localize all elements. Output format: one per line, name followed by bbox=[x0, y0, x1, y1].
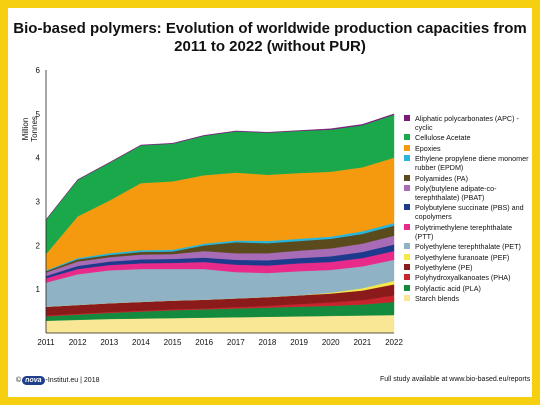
legend-swatch bbox=[404, 144, 410, 151]
legend-label: Epoxies bbox=[415, 143, 441, 153]
legend-item: Polybutylene succinate (PBS) and copolym… bbox=[404, 203, 532, 221]
legend-swatch bbox=[404, 274, 410, 281]
legend-label: Polyethylene terephthalate (PET) bbox=[415, 242, 521, 252]
x-tick-label-2022: 2022 bbox=[385, 338, 403, 347]
legend-label: Cellulose Acetate bbox=[415, 133, 471, 143]
x-tick-label-2012: 2012 bbox=[69, 338, 87, 347]
x-tick-label-2020: 2020 bbox=[322, 338, 340, 347]
legend-swatch bbox=[404, 204, 410, 211]
legend-item: Ethylene propylene diene monomer rubber … bbox=[404, 154, 532, 172]
x-tick-label-2015: 2015 bbox=[164, 338, 182, 347]
copyright-mark: © bbox=[16, 377, 22, 384]
legend-label: Poly(butylene adipate-co-terephthalate) … bbox=[415, 183, 497, 202]
x-tick-label-2021: 2021 bbox=[353, 338, 371, 347]
x-tick-label-2017: 2017 bbox=[227, 338, 245, 347]
legend-label: Polybutylene succinate (PBS) and copolym… bbox=[415, 203, 524, 222]
legend-swatch bbox=[404, 155, 410, 162]
y-tick-label-4: 4 bbox=[36, 154, 41, 163]
y-tick-label-2: 2 bbox=[36, 241, 41, 250]
footer-study-link: Full study available at www.bio-based.eu… bbox=[380, 376, 531, 383]
legend-swatch bbox=[404, 253, 410, 260]
y-tick-label-3: 3 bbox=[36, 198, 41, 207]
legend-swatch bbox=[404, 295, 410, 302]
x-tick-label-2014: 2014 bbox=[132, 338, 150, 347]
legend-label: Aliphatic polycarbonates (APC) - cyclic bbox=[415, 114, 519, 132]
area-series-13 bbox=[45, 113, 395, 221]
x-tick-label-2018: 2018 bbox=[259, 338, 277, 347]
chart-card: Bio-based polymers: Evolution of worldwi… bbox=[8, 8, 532, 397]
legend-label: Polytrimethylene terephthalate (PTT) bbox=[415, 222, 513, 241]
y-tick-label-6: 6 bbox=[36, 66, 41, 75]
legend-label: Polyethylene furanoate (PEF) bbox=[415, 252, 510, 262]
legend-label: Polyethylene (PE) bbox=[415, 262, 473, 272]
footer-left: © nova -Institut.eu | 2018 bbox=[16, 376, 99, 385]
legend-label: Polylactic acid (PLA) bbox=[415, 283, 481, 293]
chart-title: Bio-based polymers: Evolution of worldwi… bbox=[13, 20, 527, 55]
legend-item: Polyamides (PA) bbox=[404, 174, 532, 183]
legend-label: Polyhydroxyalkanoates (PHA) bbox=[415, 273, 511, 283]
y-tick-label-5: 5 bbox=[36, 110, 41, 119]
legend-label: Polyamides (PA) bbox=[415, 173, 468, 183]
legend-item: Poly(butylene adipate-co-terephthalate) … bbox=[404, 184, 532, 202]
legend-swatch bbox=[404, 263, 410, 270]
legend-swatch bbox=[404, 174, 410, 181]
legend-item: Cellulose Acetate bbox=[404, 133, 532, 142]
x-tick-label-2011: 2011 bbox=[37, 338, 55, 347]
legend-swatch bbox=[404, 115, 410, 121]
legend-item: Starch blends bbox=[404, 294, 532, 303]
footer-credit: -Institut.eu | 2018 bbox=[45, 377, 100, 384]
legend-item: Polyethylene furanoate (PEF) bbox=[404, 253, 532, 262]
legend-item: Polyethylene terephthalate (PET) bbox=[404, 242, 532, 251]
nova-logo: nova bbox=[22, 376, 45, 385]
legend-item: Polyhydroxyalkanoates (PHA) bbox=[404, 273, 532, 282]
legend-swatch bbox=[404, 184, 410, 191]
chart-legend: Aliphatic polycarbonates (APC) - cyclic C… bbox=[404, 114, 532, 304]
x-tick-label-2016: 2016 bbox=[195, 338, 213, 347]
area-chart: 1 2 3 4 5 6 2011 2012 2013 2014 2015 2016 2017 2018 20… bbox=[36, 66, 404, 347]
legend-swatch bbox=[404, 134, 410, 141]
legend-label: Starch blends bbox=[415, 294, 459, 304]
legend-item: Polyethylene (PE) bbox=[404, 263, 532, 272]
legend-swatch bbox=[404, 284, 410, 291]
legend-item: Polylactic acid (PLA) bbox=[404, 284, 532, 293]
legend-item: Epoxies bbox=[404, 144, 532, 153]
x-tick-label-2019: 2019 bbox=[290, 338, 308, 347]
legend-swatch bbox=[404, 223, 410, 230]
legend-label: Ethylene propylene diene monomer rubber … bbox=[415, 154, 529, 173]
y-tick-label-1: 1 bbox=[36, 285, 41, 294]
legend-swatch bbox=[404, 243, 410, 250]
x-tick-label-2013: 2013 bbox=[100, 338, 118, 347]
legend-item: Aliphatic polycarbonates (APC) - cyclic bbox=[404, 114, 532, 132]
legend-item: Polytrimethylene terephthalate (PTT) bbox=[404, 223, 532, 241]
